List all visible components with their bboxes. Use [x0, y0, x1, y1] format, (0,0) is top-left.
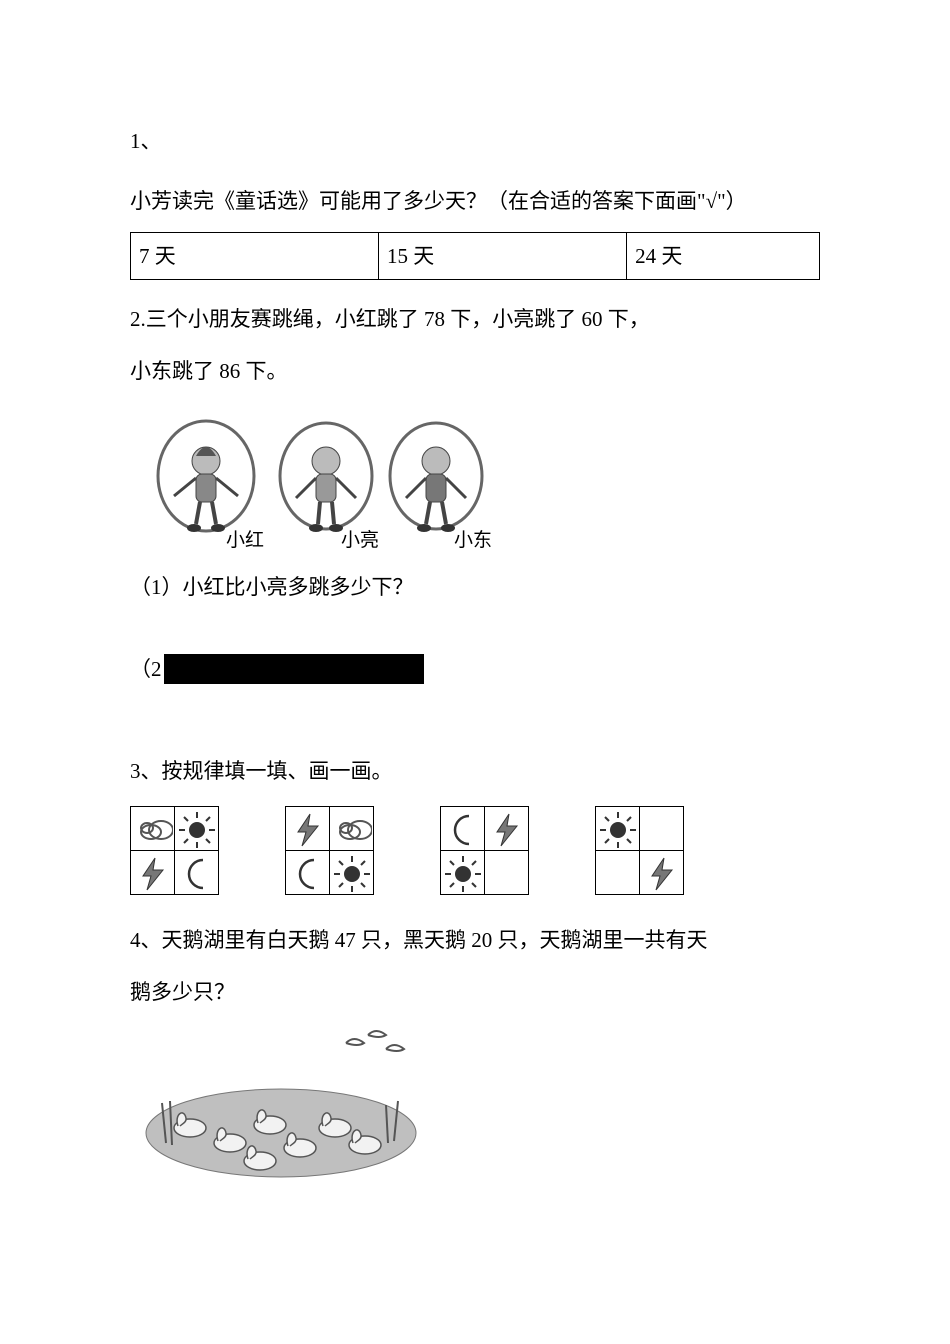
pattern-cell	[330, 807, 374, 851]
pattern-cell	[330, 851, 374, 895]
kid-label-3: 小东	[454, 529, 492, 551]
pattern-cell	[131, 851, 175, 895]
pattern-cell	[175, 807, 219, 851]
q2-prompt-line2: 小东跳了 86 下。	[130, 350, 820, 392]
q1-number: 1、	[130, 120, 820, 162]
pattern-cell	[286, 807, 330, 851]
pattern-grid-3	[440, 806, 529, 895]
pattern-cell	[485, 807, 529, 851]
pattern-cell-empty	[640, 807, 684, 851]
pattern-cell	[131, 807, 175, 851]
pattern-cell-empty	[485, 851, 529, 895]
kid-label-1: 小红	[226, 529, 264, 551]
q2-prompt-line1: 2.三个小朋友赛跳绳，小红跳了 78 下，小亮跳了 60 下，	[130, 298, 820, 340]
redacted-block	[164, 654, 424, 684]
pattern-cell	[596, 807, 640, 851]
q2-illustration: 小红 小亮 小东	[136, 406, 820, 556]
q2-sub2-row: （2	[130, 648, 820, 690]
q1-prompt: 小芳读完《童话选》可能用了多少天？（在合适的答案下面画"√"）	[130, 180, 820, 222]
pattern-cell	[441, 851, 485, 895]
q3-prompt: 3、按规律填一填、画一画。	[130, 750, 820, 792]
q1-choice-table: 7 天 15 天 24 天	[130, 232, 820, 280]
pattern-grid-2	[285, 806, 374, 895]
pattern-cell	[640, 851, 684, 895]
q2-sub1: （1）小红比小亮多跳多少下？	[130, 566, 820, 608]
q4-illustration	[136, 1023, 820, 1197]
q2-sub2-prefix: （2	[130, 648, 162, 690]
q1-choice-1: 7 天	[131, 233, 379, 280]
pattern-cell	[175, 851, 219, 895]
pattern-cell-empty	[596, 851, 640, 895]
q1-choice-3: 24 天	[627, 233, 820, 280]
pattern-cell	[286, 851, 330, 895]
q4-prompt-b: 鹅多少只？	[130, 971, 820, 1013]
q3-pattern-row	[130, 806, 820, 895]
pattern-cell	[441, 807, 485, 851]
q4-prompt-a: 4、天鹅湖里有白天鹅 47 只，黑天鹅 20 只，天鹅湖里一共有天	[130, 919, 820, 961]
pattern-grid-4	[595, 806, 684, 895]
kid-label-2: 小亮	[341, 529, 379, 551]
worksheet-page: 1、 小芳读完《童话选》可能用了多少天？（在合适的答案下面画"√"） 7 天 1…	[0, 0, 950, 1237]
q1-choice-2: 15 天	[379, 233, 627, 280]
pattern-grid-1	[130, 806, 219, 895]
